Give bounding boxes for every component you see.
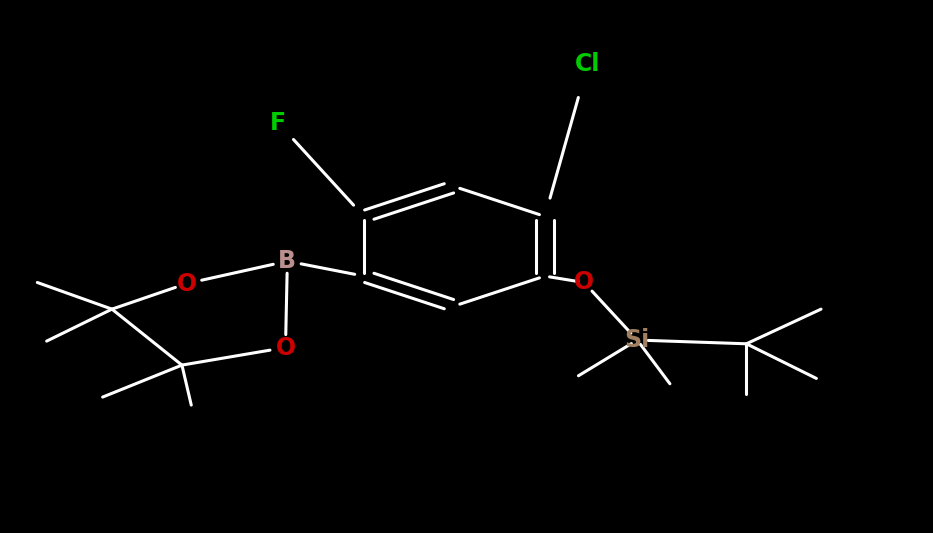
Text: O: O — [574, 270, 594, 295]
Text: Si: Si — [624, 328, 650, 352]
Text: O: O — [176, 271, 197, 296]
Text: O: O — [275, 335, 296, 360]
Text: F: F — [270, 110, 286, 135]
Text: Cl: Cl — [575, 52, 601, 76]
Text: B: B — [278, 249, 297, 273]
